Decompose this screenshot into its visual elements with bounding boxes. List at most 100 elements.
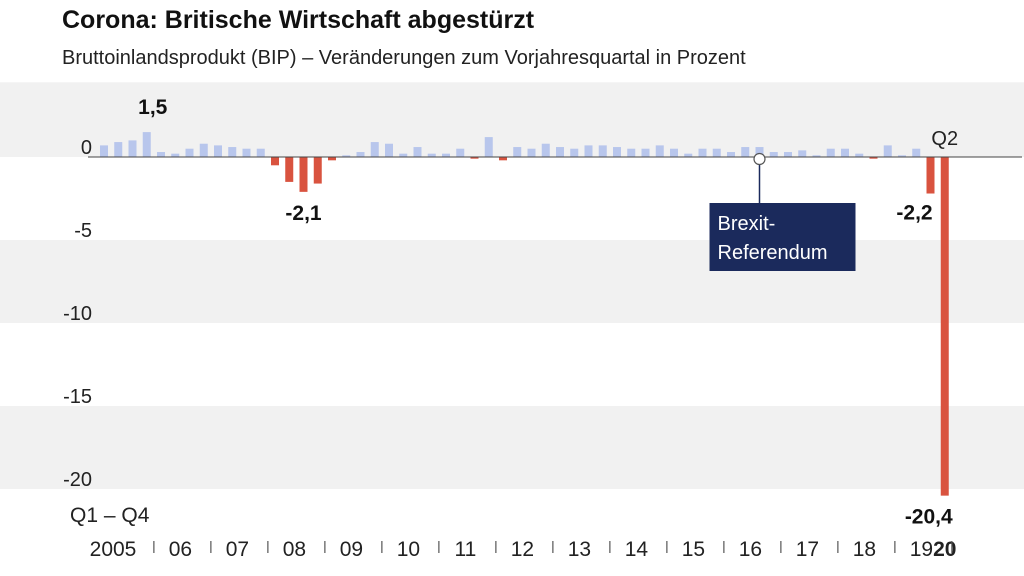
- bar: [385, 143, 393, 157]
- bar: [328, 157, 336, 161]
- bar: [171, 153, 180, 157]
- x-tick-label: 07: [226, 538, 249, 561]
- x-tick-label: 19: [910, 538, 933, 561]
- bar: [484, 137, 493, 157]
- bar: [142, 132, 151, 157]
- bar: [442, 153, 450, 157]
- bar: [627, 148, 636, 157]
- x-tick-label: 17: [796, 538, 819, 561]
- bar: [641, 148, 650, 157]
- bar: [157, 152, 165, 157]
- annotations: 1,5 -2,1 -2,2 -20,4 Q2: [138, 96, 958, 529]
- bars: [100, 132, 949, 496]
- x-tick-label: 13: [568, 538, 591, 561]
- x-tick-label: 11: [454, 538, 476, 561]
- bar: [114, 142, 123, 157]
- bar: [285, 157, 294, 182]
- bar: [513, 147, 522, 157]
- x-tick-label: 20: [933, 538, 956, 561]
- x-tick-label: 16: [739, 538, 762, 561]
- chart-title: Corona: Britische Wirtschaft abgestürzt: [62, 6, 535, 34]
- bar: [798, 150, 807, 157]
- y-tick-label: 0: [81, 137, 92, 159]
- bar: [242, 148, 251, 157]
- band-0: [0, 82, 1024, 157]
- bar: [741, 147, 750, 157]
- bar: [185, 148, 194, 157]
- x-tick-label: 2005: [90, 538, 137, 561]
- bar: [499, 157, 507, 161]
- bar: [399, 153, 408, 157]
- bar: [256, 148, 265, 157]
- bar: [570, 148, 579, 157]
- bar: [613, 147, 621, 157]
- x-tick-label: 12: [511, 538, 534, 561]
- bar: [841, 148, 849, 157]
- brexit-line2: Referendum: [718, 242, 828, 264]
- y-tick-label: -5: [74, 220, 92, 242]
- bar: [128, 140, 137, 157]
- bar: [869, 157, 878, 159]
- bar: [826, 148, 835, 157]
- bar: [812, 155, 821, 157]
- bar: [556, 147, 564, 157]
- x-axis-ticks: 2005 06 07 08 09 10 11 12 13 14 15 16 17 18 19 20: [90, 538, 957, 561]
- x-tick-label: 09: [340, 538, 363, 561]
- y-tick-label: -10: [63, 303, 92, 325]
- bar: [413, 147, 422, 157]
- y-axis-ticks: 0 -5 -10 -15 -20: [63, 137, 92, 491]
- x-axis-label: Q1 – Q4: [70, 504, 150, 527]
- brexit-marker: [753, 152, 766, 166]
- y-tick-label: -15: [63, 386, 92, 408]
- annotation-label: 1,5: [138, 96, 168, 119]
- background-bands: [0, 82, 1024, 489]
- annotation-label: Q2: [931, 128, 958, 150]
- bar: [769, 152, 778, 157]
- bar: [527, 148, 536, 157]
- bar: [541, 143, 550, 157]
- bar: [940, 157, 949, 496]
- bar: [228, 147, 237, 157]
- bar: [912, 148, 921, 157]
- bar: [470, 157, 479, 159]
- brexit-box: [709, 203, 856, 271]
- x-tick-label: 10: [397, 538, 420, 561]
- band-1: [0, 240, 1024, 323]
- bar: [584, 145, 593, 157]
- x-tick-label: 18: [853, 538, 876, 561]
- y-tick-label: -20: [63, 469, 92, 491]
- bar: [926, 157, 935, 194]
- brexit-line1: Brexit-: [718, 213, 776, 235]
- bar: [100, 145, 108, 157]
- annotation-label: -2,2: [896, 202, 932, 225]
- chart-subtitle: Bruttoinlandsprodukt (BIP) – Veränderung…: [62, 47, 746, 69]
- x-tick-label: 15: [682, 538, 705, 561]
- bar: [855, 153, 864, 157]
- bar: [698, 148, 707, 157]
- bar: [271, 157, 279, 166]
- bar: [883, 145, 892, 157]
- bar: [199, 143, 208, 157]
- bar: [456, 148, 465, 157]
- bar: [755, 147, 764, 157]
- bar: [598, 145, 607, 157]
- bar: [712, 148, 721, 157]
- bar: [214, 145, 222, 157]
- annotation-label: -2,1: [285, 202, 322, 225]
- bar: [784, 152, 792, 157]
- bar: [356, 152, 365, 157]
- bar: [342, 155, 351, 157]
- bar: [313, 157, 322, 184]
- bar: [370, 142, 379, 157]
- x-tick-label: 06: [169, 538, 192, 561]
- bar: [427, 153, 436, 157]
- brexit-callout: Brexit- Referendum: [709, 152, 856, 271]
- bar: [670, 148, 678, 157]
- bar: [655, 145, 664, 157]
- bar: [898, 155, 906, 157]
- bar: [727, 152, 735, 157]
- x-tick-label: 14: [625, 538, 649, 561]
- bar: [684, 153, 693, 157]
- x-tick-label: 08: [283, 538, 306, 561]
